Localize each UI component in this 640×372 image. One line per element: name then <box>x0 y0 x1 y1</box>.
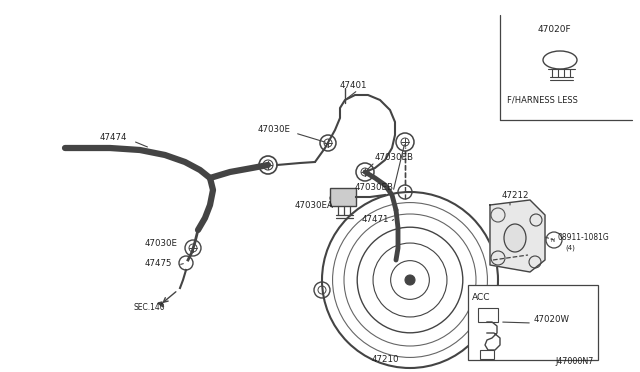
Polygon shape <box>158 302 163 307</box>
Text: 47401: 47401 <box>340 80 367 90</box>
Text: 47030EA: 47030EA <box>295 201 334 209</box>
Text: 47030E: 47030E <box>145 238 178 247</box>
Bar <box>480 350 494 359</box>
Text: N: N <box>551 237 555 243</box>
Polygon shape <box>490 200 545 272</box>
Bar <box>478 308 498 322</box>
Text: 47474: 47474 <box>100 134 127 142</box>
Text: (4): (4) <box>565 245 575 251</box>
Bar <box>468 285 598 360</box>
Text: ACC: ACC <box>472 294 490 302</box>
Text: 47030E: 47030E <box>258 125 291 135</box>
Text: 47020F: 47020F <box>538 26 572 35</box>
Ellipse shape <box>543 51 577 69</box>
Text: 47212: 47212 <box>502 190 529 199</box>
Text: F/HARNESS LESS: F/HARNESS LESS <box>507 96 578 105</box>
Text: 47030EB: 47030EB <box>355 183 394 192</box>
Text: J47000N7: J47000N7 <box>555 357 593 366</box>
Text: 47020W: 47020W <box>534 315 570 324</box>
Text: 47030EB: 47030EB <box>375 153 414 161</box>
Text: 08911-1081G: 08911-1081G <box>558 234 610 243</box>
Ellipse shape <box>504 224 526 252</box>
Bar <box>330 188 356 206</box>
Circle shape <box>405 275 415 285</box>
Text: 47210: 47210 <box>371 356 399 365</box>
Text: SEC.140: SEC.140 <box>133 304 164 312</box>
Text: 47471: 47471 <box>362 215 390 224</box>
Text: 47475: 47475 <box>145 259 173 267</box>
